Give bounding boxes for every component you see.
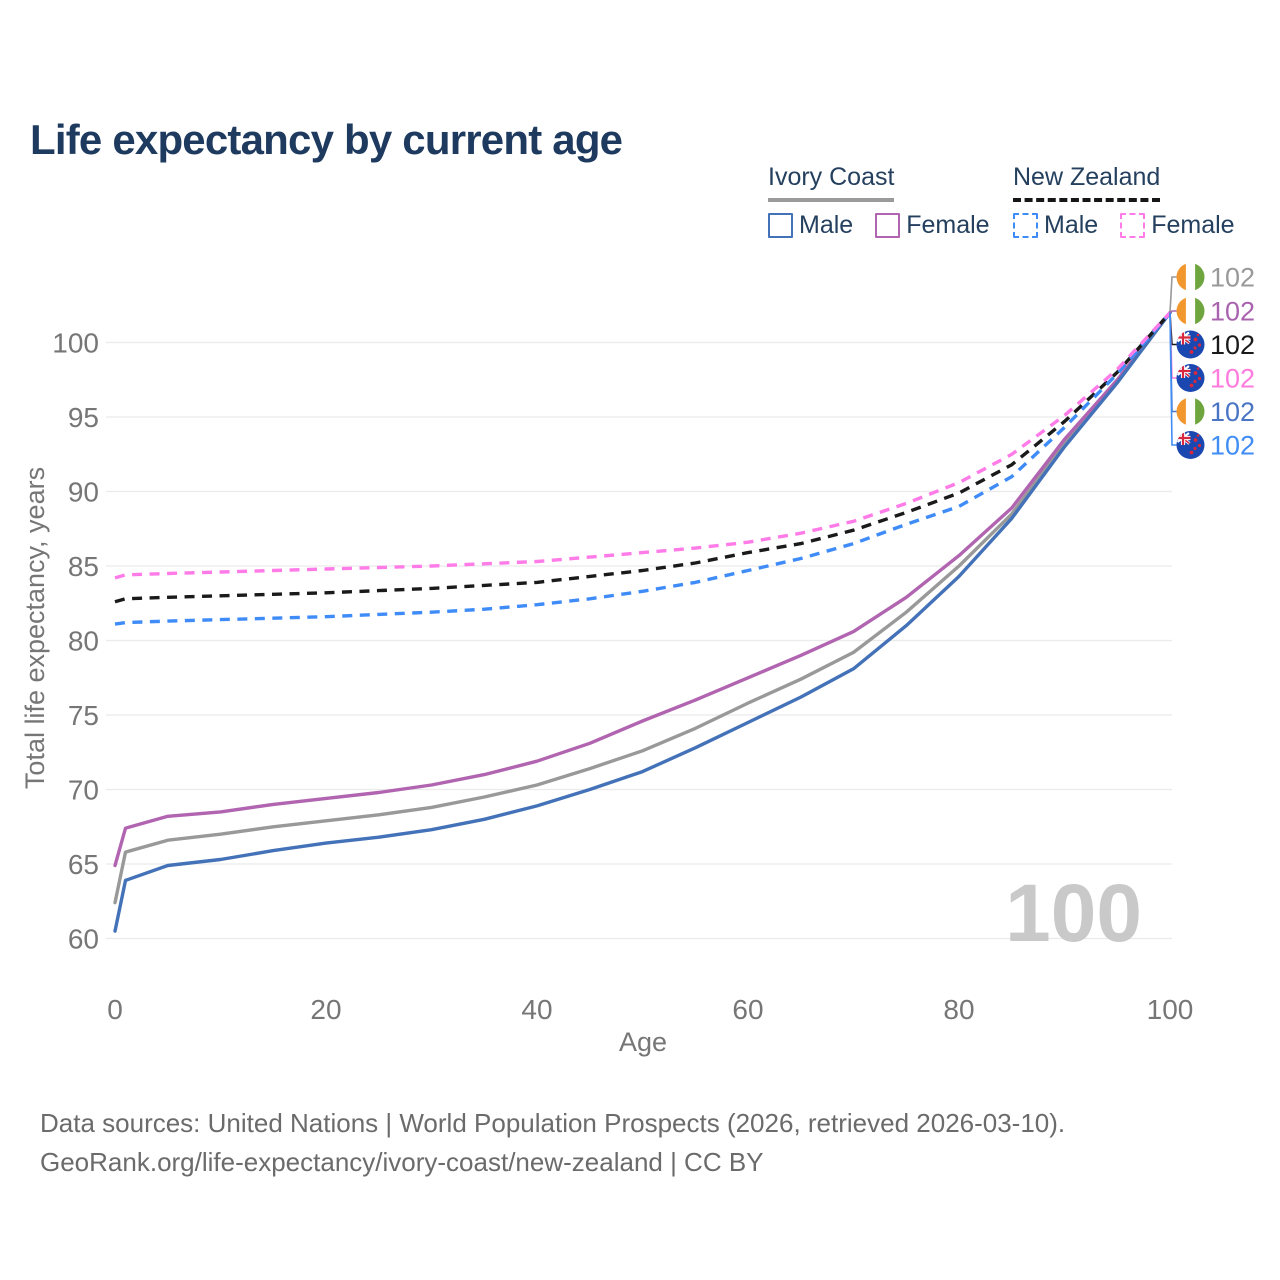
end-label-value: 102 — [1210, 263, 1255, 293]
y-tick-label: 75 — [68, 700, 99, 731]
series-line-ivory-coast-male — [113, 311, 1172, 933]
new-zealand-flag-icon — [1176, 330, 1205, 359]
legend-group-title-new-zealand: New Zealand — [1013, 163, 1161, 202]
series-line-ivory-coast-female — [113, 311, 1172, 868]
legend-item-label: Male — [799, 210, 854, 239]
legend-item-label: Female — [1151, 210, 1235, 239]
series-line-new-zealand-female — [114, 311, 1172, 580]
y-axis-tick-labels: 60 65 70 75 80 85 90 95 100 — [52, 328, 99, 955]
age-counter-watermark: 100 — [1005, 868, 1142, 959]
ivory-coast-female-swatch-icon — [875, 212, 901, 238]
y-axis-title: Total life expectancy, years — [20, 467, 50, 789]
x-tick-label: 100 — [1147, 994, 1194, 1025]
ivory-coast-flag-icon — [1176, 263, 1205, 291]
legend-group-title-ivory-coast: Ivory Coast — [768, 163, 895, 202]
legend-item-ivory-coast-male[interactable]: Male — [768, 211, 853, 240]
x-tick-label: 40 — [521, 994, 552, 1025]
x-tick-label: 80 — [943, 994, 974, 1025]
series-line-new-zealand-male — [114, 311, 1172, 626]
y-tick-label: 90 — [68, 477, 99, 508]
legend-group-ivory-coast: Ivory Coast Male Female — [768, 163, 990, 240]
series-line-ivory-coast-both — [113, 311, 1172, 905]
new-zealand-flag-icon — [1176, 431, 1205, 459]
x-axis-title: Age — [619, 1027, 667, 1057]
end-label-value: 102 — [1210, 397, 1255, 427]
y-tick-label: 65 — [68, 849, 99, 880]
y-tick-label: 85 — [68, 551, 99, 582]
new-zealand-female-swatch-icon — [1120, 212, 1146, 238]
end-label-value: 102 — [1210, 364, 1255, 394]
legend-item-new-zealand-male[interactable]: Male — [1013, 211, 1098, 240]
y-tick-label: 60 — [68, 924, 99, 955]
end-label-leader-line — [1169, 310, 1177, 314]
legend-item-label: Female — [906, 210, 990, 239]
attribution-note: GeoRank.org/life-expectancy/ivory-coast/… — [40, 1147, 764, 1177]
data-sources-note: Data sources: United Nations | World Pop… — [40, 1108, 1066, 1138]
legend-group-new-zealand: New Zealand Male Female — [1013, 163, 1235, 240]
end-label-leader-line — [1169, 312, 1177, 446]
series-lines — [113, 311, 1172, 933]
legend-item-ivory-coast-female[interactable]: Female — [875, 210, 990, 240]
end-label-leader-line — [1169, 276, 1177, 313]
page-title: Life expectancy by current age — [30, 116, 623, 164]
x-axis-tick-labels: 0 20 40 60 80 100 — [107, 994, 1193, 1025]
end-label-value: 102 — [1210, 431, 1255, 461]
y-tick-label: 100 — [52, 328, 99, 359]
end-label-value: 102 — [1210, 330, 1255, 360]
x-tick-label: 60 — [732, 994, 763, 1025]
end-label-value: 102 — [1210, 297, 1255, 327]
x-tick-label: 20 — [310, 994, 341, 1025]
ivory-coast-flag-icon — [1176, 397, 1205, 426]
y-tick-label: 70 — [68, 775, 99, 806]
new-zealand-flag-icon — [1176, 364, 1205, 392]
new-zealand-male-swatch-icon — [1013, 212, 1038, 238]
series-line-new-zealand-both — [114, 311, 1172, 604]
y-tick-label: 80 — [68, 626, 99, 657]
ivory-coast-male-swatch-icon — [768, 212, 793, 238]
ivory-coast-flag-icon — [1176, 297, 1205, 325]
legend-item-new-zealand-female[interactable]: Female — [1120, 210, 1235, 240]
y-tick-label: 95 — [68, 402, 99, 433]
x-tick-label: 0 — [107, 994, 123, 1025]
gridlines — [106, 341, 1172, 940]
legend-item-label: Male — [1044, 210, 1099, 239]
